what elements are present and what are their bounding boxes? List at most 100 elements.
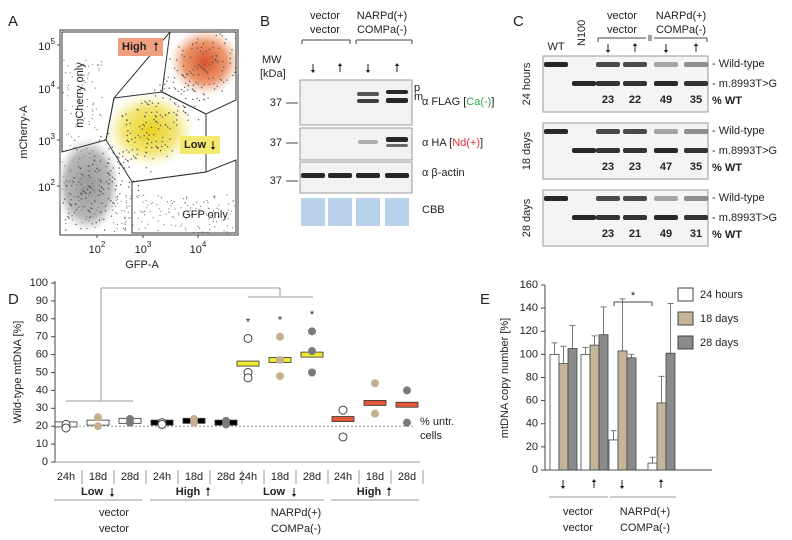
event-dot bbox=[91, 223, 94, 225]
event-dot bbox=[144, 210, 146, 212]
event-dot bbox=[196, 67, 198, 70]
event-dot bbox=[146, 207, 148, 209]
event-dot bbox=[103, 218, 105, 221]
event-dot bbox=[80, 192, 82, 194]
band-label: - m.8993T>G bbox=[712, 78, 777, 90]
event-dot bbox=[216, 207, 218, 209]
event-dot bbox=[200, 46, 203, 49]
event-dot bbox=[185, 73, 188, 75]
event-dot bbox=[89, 216, 91, 218]
x-tick-label: 24h bbox=[334, 471, 352, 483]
event-dot bbox=[98, 184, 101, 187]
event-dot bbox=[203, 98, 205, 101]
event-dot bbox=[134, 141, 136, 143]
event-dot bbox=[137, 134, 139, 137]
event-dot bbox=[214, 197, 216, 199]
event-dot bbox=[173, 201, 175, 203]
value-label: % WT bbox=[712, 162, 742, 174]
data-point bbox=[190, 418, 198, 427]
event-dot bbox=[125, 194, 127, 196]
event-dot bbox=[110, 200, 112, 202]
event-dot bbox=[78, 136, 80, 138]
event-dot bbox=[118, 152, 121, 155]
event-dot bbox=[146, 137, 148, 140]
event-dot bbox=[124, 216, 126, 218]
significance-mark: * bbox=[246, 316, 251, 328]
x-tick-label: 104 bbox=[190, 240, 207, 256]
event-dot bbox=[86, 106, 89, 108]
event-dot bbox=[197, 63, 200, 66]
event-dot bbox=[86, 98, 88, 101]
event-dot bbox=[93, 160, 95, 162]
event-dot bbox=[134, 212, 136, 214]
event-dot bbox=[63, 175, 65, 177]
event-dot bbox=[71, 215, 73, 217]
event-dot bbox=[81, 100, 83, 102]
event-dot bbox=[215, 59, 217, 62]
band bbox=[623, 215, 647, 220]
event-dot bbox=[197, 119, 200, 121]
event-dot bbox=[122, 155, 124, 158]
event-dot bbox=[194, 65, 196, 68]
event-dot bbox=[88, 120, 90, 122]
event-dot bbox=[137, 185, 140, 187]
condition-label: vector bbox=[607, 24, 637, 36]
event-dot bbox=[184, 213, 186, 215]
event-dot bbox=[62, 202, 64, 204]
event-dot bbox=[141, 221, 143, 223]
event-dot bbox=[99, 211, 101, 213]
event-dot bbox=[108, 148, 110, 150]
event-dot bbox=[208, 218, 210, 220]
legend-swatch bbox=[677, 335, 694, 350]
event-dot bbox=[182, 65, 185, 67]
event-dot bbox=[112, 202, 114, 204]
event-dot bbox=[192, 203, 194, 205]
y-tick-label: 10 bbox=[36, 438, 48, 450]
band-label: - m.8993T>G bbox=[712, 212, 777, 224]
event-dot bbox=[87, 77, 89, 79]
event-dot bbox=[190, 72, 193, 75]
event-dot bbox=[175, 113, 177, 116]
event-dot bbox=[117, 161, 119, 163]
event-dot bbox=[140, 210, 142, 212]
cbb-lane bbox=[356, 198, 380, 226]
event-dot bbox=[89, 192, 91, 194]
bar bbox=[558, 363, 569, 471]
mw-label: [kDa] bbox=[260, 68, 286, 80]
event-dot bbox=[135, 157, 137, 160]
legend-swatch bbox=[677, 287, 694, 302]
event-dot bbox=[182, 50, 184, 52]
data-point bbox=[243, 373, 253, 383]
event-dot bbox=[79, 90, 81, 92]
condition-label: vector bbox=[99, 507, 129, 519]
event-dot bbox=[102, 188, 105, 190]
event-dot bbox=[120, 200, 122, 202]
y-tick-label: 0 bbox=[42, 456, 48, 468]
event-dot bbox=[110, 215, 113, 217]
event-dot bbox=[80, 73, 82, 75]
event-dot bbox=[63, 182, 65, 184]
event-dot bbox=[203, 68, 205, 71]
event-dot bbox=[192, 69, 194, 71]
band-label: p bbox=[414, 82, 420, 94]
band bbox=[386, 90, 408, 94]
arrow-head bbox=[560, 486, 566, 489]
event-dot bbox=[130, 158, 132, 160]
blot-label: α β-actin bbox=[422, 167, 465, 179]
arrow-head bbox=[210, 147, 216, 150]
event-dot bbox=[189, 56, 191, 58]
event-dot bbox=[113, 222, 115, 224]
panel-letter: A bbox=[8, 13, 18, 30]
event-dot bbox=[63, 92, 65, 94]
event-dot bbox=[149, 100, 151, 102]
event-dot bbox=[107, 172, 109, 174]
event-dot bbox=[111, 181, 114, 183]
event-dot bbox=[88, 72, 90, 74]
event-dot bbox=[76, 184, 78, 186]
event-dot bbox=[107, 162, 109, 164]
event-dot bbox=[187, 89, 189, 91]
event-dot bbox=[211, 61, 214, 63]
event-dot bbox=[212, 42, 214, 44]
gate-label: mCherry only bbox=[74, 62, 86, 128]
event-dot bbox=[113, 230, 116, 232]
